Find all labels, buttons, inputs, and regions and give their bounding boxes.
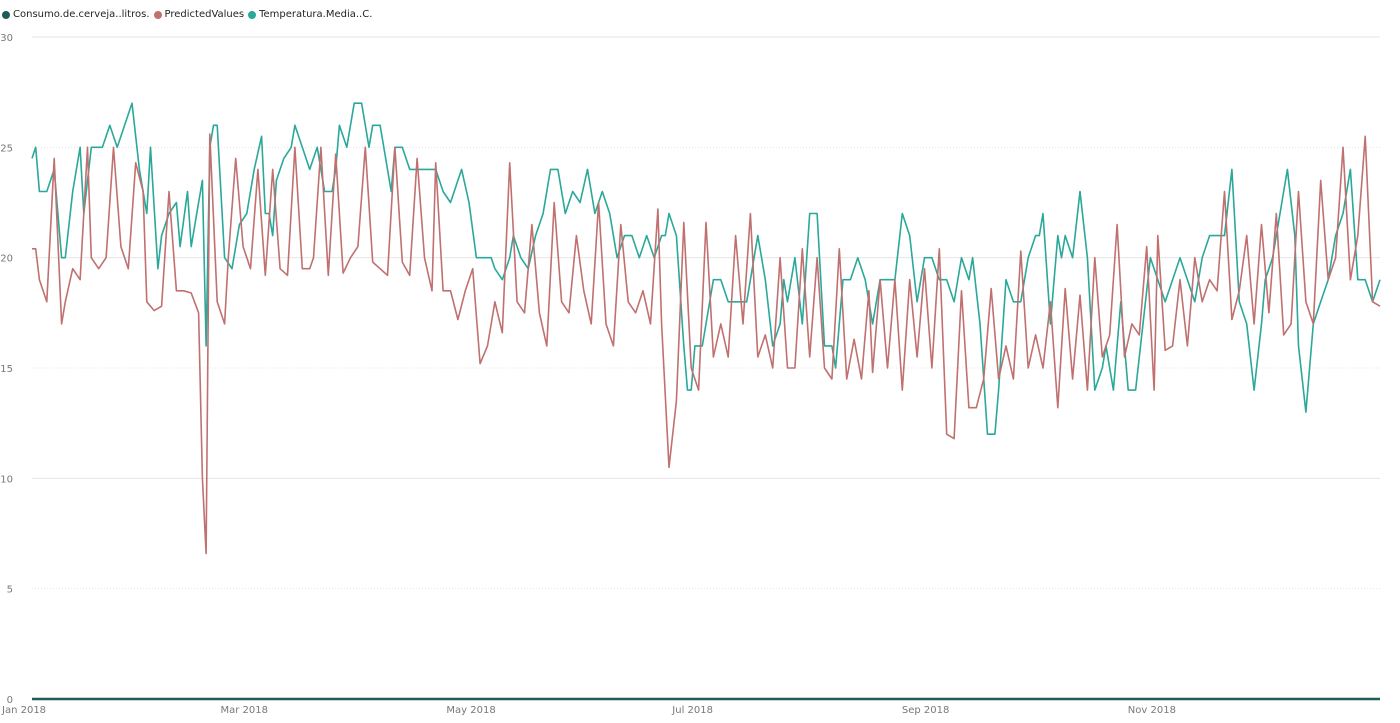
x-tick-label-4: Sep 2018 <box>902 705 949 716</box>
y-tick-label-10: 10 <box>0 474 13 485</box>
y-tick-label-20: 20 <box>0 254 13 265</box>
y-tick-label-5: 5 <box>7 585 13 596</box>
y-tick-label-25: 25 <box>0 143 13 154</box>
series-line-temperatura-media-c <box>32 103 1380 434</box>
x-tick-label-1: Mar 2018 <box>220 705 268 716</box>
y-tick-label-15: 15 <box>0 364 13 375</box>
x-tick-label-2: May 2018 <box>446 705 495 716</box>
x-tick-label-3: Jul 2018 <box>671 705 713 716</box>
x-tick-label-0: Jan 2018 <box>1 705 46 716</box>
x-tick-label-5: Nov 2018 <box>1128 705 1176 716</box>
series-line-predictedvalues <box>32 134 1380 553</box>
y-tick-label-30: 30 <box>0 33 13 44</box>
